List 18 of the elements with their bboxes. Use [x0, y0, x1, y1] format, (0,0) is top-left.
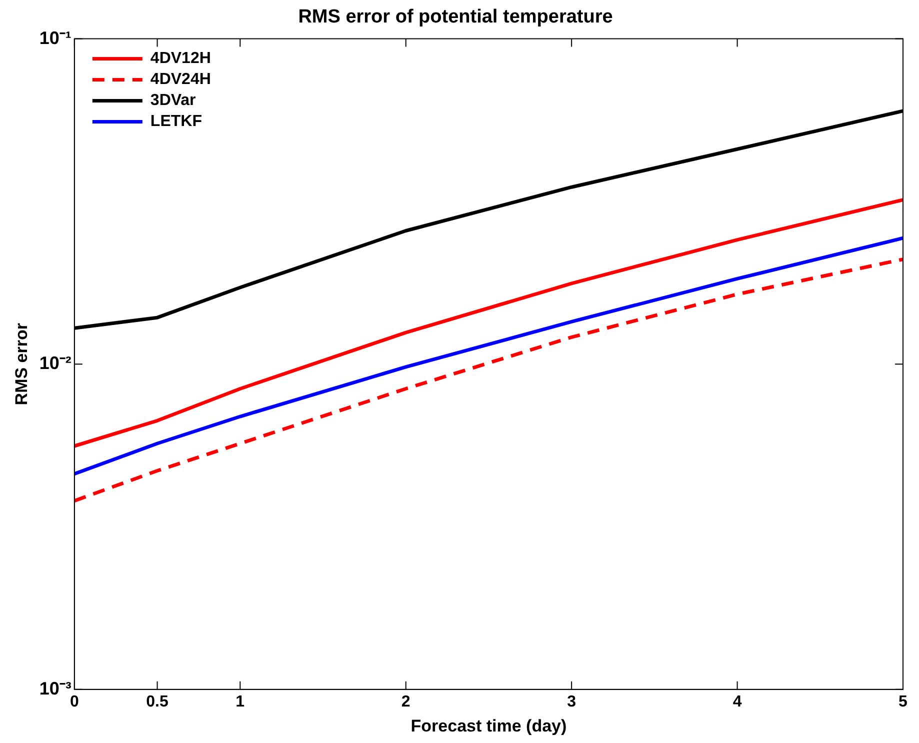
y-axis-title: RMS error [12, 322, 31, 406]
y-tick-label: 10⁻² [39, 353, 72, 374]
x-tick-label: 2 [401, 693, 410, 710]
legend-label: 4DV12H [150, 50, 211, 68]
x-tick-label: 5 [898, 693, 908, 710]
legend-label: 3DVar [150, 92, 196, 110]
x-axis-title: Forecast time (day) [410, 716, 567, 736]
y-tick-label: 10⁻¹ [39, 28, 72, 48]
legend-label: 4DV24H [150, 71, 211, 88]
x-tick-label: 3 [567, 693, 576, 710]
x-tick-label: 0.5 [146, 693, 168, 710]
chart-title: RMS error of potential temperature [298, 6, 613, 28]
y-tick-label: 10⁻³ [39, 678, 72, 698]
legend-label: LETKF [150, 113, 202, 130]
x-tick-label: 4 [732, 693, 742, 710]
line-series [74, 258, 903, 503]
x-tick-label: 0 [70, 693, 79, 710]
x-tick-label: 1 [236, 693, 245, 710]
